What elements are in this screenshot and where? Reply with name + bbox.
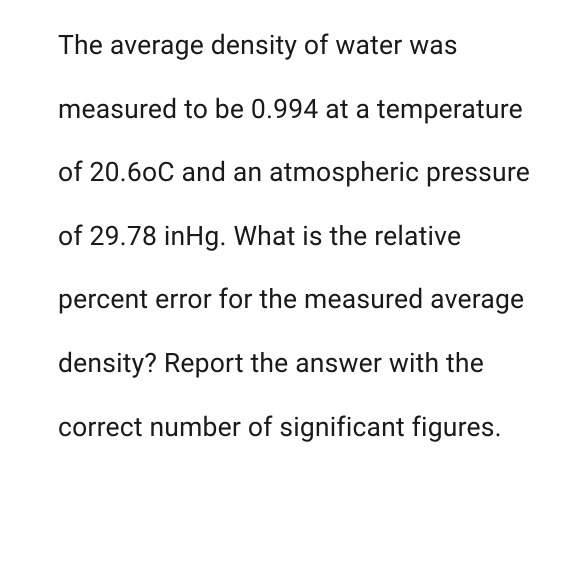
question-text: The average density of water was measure… (58, 14, 536, 459)
